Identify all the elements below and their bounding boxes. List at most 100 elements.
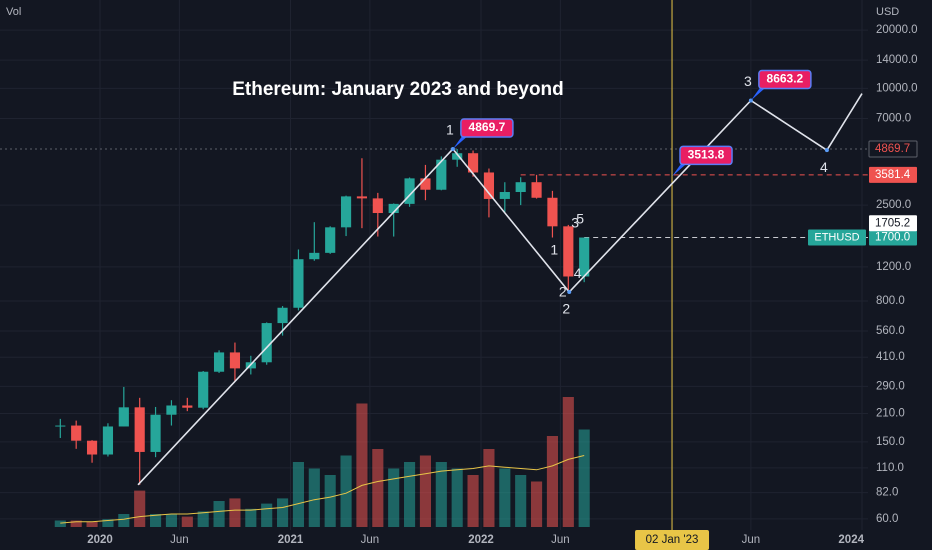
volume-bar	[356, 403, 368, 527]
callout-tail	[452, 134, 469, 149]
volume-bar	[531, 481, 543, 527]
volume-bar	[150, 514, 162, 527]
candle-body	[579, 237, 590, 277]
x-tick-label: 2021	[278, 534, 304, 546]
volume-bar	[404, 462, 416, 527]
volume-bar	[134, 490, 146, 527]
x-tick-label: 2020	[87, 534, 113, 546]
volume-bar	[372, 449, 384, 527]
y-tick-label: 560.0	[876, 325, 905, 337]
candle-body	[261, 323, 272, 363]
volume-bar	[213, 501, 225, 527]
y-tick-label: 800.0	[876, 295, 905, 307]
volume-bar	[388, 468, 400, 527]
sub-wave-label: 2	[559, 284, 567, 300]
crosshair-tag	[635, 530, 710, 550]
volume-bar	[86, 521, 98, 527]
x-tick-label: Jun	[361, 534, 380, 546]
candle-body	[309, 252, 320, 260]
volume-bar	[245, 508, 257, 527]
y-tick-label: 1200.0	[876, 261, 911, 273]
candle-body	[388, 203, 399, 214]
grid	[0, 0, 868, 530]
y-tick-label: 290.0	[876, 380, 905, 392]
candle-body	[404, 178, 415, 204]
candle-body	[198, 371, 209, 408]
wave-point	[824, 148, 829, 153]
candle-body	[102, 426, 114, 455]
volume-bar	[165, 514, 177, 527]
sub-wave-label: 5	[576, 210, 584, 226]
candle-body	[515, 182, 526, 193]
candle-body	[340, 196, 352, 228]
sub-wave-label: 4	[574, 265, 582, 281]
wave-label: 1	[446, 122, 454, 138]
y-tick-label: 7000.0	[876, 112, 911, 124]
symbol-tag	[808, 229, 866, 246]
volume-bar	[70, 520, 82, 527]
wave-label: 4	[820, 159, 828, 175]
callout-tail	[672, 162, 689, 177]
y-tick-label: 410.0	[876, 351, 905, 363]
y-tick-label: 82.0	[876, 487, 898, 499]
candle-body	[166, 405, 177, 415]
x-tick-label: 2022	[468, 534, 494, 546]
currency-label: USD	[876, 6, 899, 18]
volume-bar	[515, 475, 527, 527]
volume-bar	[562, 397, 574, 527]
price-tag-label: 3581.4	[875, 169, 911, 181]
ask-tag	[869, 215, 917, 232]
wave-line	[137, 93, 863, 486]
candle-body	[182, 405, 193, 408]
volume-bar	[308, 468, 320, 527]
callout-box	[460, 118, 514, 138]
callout-box	[758, 69, 812, 90]
candle-body	[229, 352, 241, 369]
volume-bar	[102, 519, 114, 527]
volume-label: Vol	[6, 6, 21, 18]
callout-label: 4869.7	[469, 120, 506, 134]
ask-label: 1705.2	[875, 217, 910, 229]
y-tick-label: 20000.0	[876, 24, 918, 36]
sub-wave-label: 3	[571, 215, 579, 231]
volume-bar	[261, 503, 273, 527]
volume-bar	[277, 498, 289, 527]
x-tick-label: Jun	[742, 534, 761, 546]
candle-body	[55, 425, 66, 427]
volume-bar	[467, 475, 479, 527]
candle-body	[436, 159, 447, 190]
candle-body	[293, 259, 304, 308]
volume-ma-line	[60, 455, 585, 524]
chart-title: Ethereum: January 2023 and beyond	[232, 79, 564, 100]
price-tag-label: 1700.0	[875, 232, 910, 244]
volume-bar	[578, 429, 590, 527]
y-tick-label: 110.0	[876, 462, 904, 474]
candle-body	[213, 352, 225, 372]
volume-bar	[118, 514, 130, 527]
candle-body	[531, 182, 542, 198]
y-tick-label: 150.0	[876, 436, 905, 448]
candle-body	[356, 196, 368, 199]
candle-body	[420, 178, 431, 190]
candle-body	[86, 440, 98, 455]
wave-label: 2	[562, 301, 570, 317]
volume-bar	[54, 520, 66, 527]
volume-bar	[419, 455, 431, 527]
wave-point	[567, 289, 572, 294]
volume-bar	[435, 462, 447, 527]
candle-body	[467, 153, 479, 173]
price-tag	[869, 229, 917, 246]
volume-bar	[546, 436, 558, 527]
volume-bar	[181, 516, 193, 527]
candle-body	[499, 192, 510, 199]
symbol-label: ETHUSD	[814, 231, 859, 243]
volume-bar	[340, 455, 352, 527]
candle-body	[372, 198, 383, 214]
y-tick-label: 14000.0	[876, 54, 918, 66]
candle-body	[150, 414, 161, 452]
sub-wave-label: 1	[550, 242, 558, 258]
volume-bar	[451, 468, 463, 527]
